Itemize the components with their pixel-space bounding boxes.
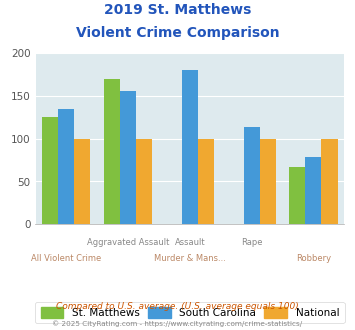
Text: © 2025 CityRating.com - https://www.cityrating.com/crime-statistics/: © 2025 CityRating.com - https://www.city… (53, 320, 302, 327)
Bar (75, 139, 91, 224)
Text: Compared to U.S. average. (U.S. average equals 100): Compared to U.S. average. (U.S. average … (56, 302, 299, 311)
Bar (182, 70, 198, 224)
Bar (289, 167, 305, 224)
Bar (42, 117, 58, 224)
Text: Assault: Assault (175, 238, 205, 247)
Text: Robbery: Robbery (296, 254, 331, 263)
Bar (120, 90, 136, 224)
Text: Aggravated Assault: Aggravated Assault (87, 238, 169, 247)
Bar (260, 139, 276, 224)
Bar (104, 79, 120, 224)
Bar (136, 139, 152, 224)
Bar (322, 139, 338, 224)
Text: Violent Crime Comparison: Violent Crime Comparison (76, 26, 279, 40)
Text: All Violent Crime: All Violent Crime (31, 254, 102, 263)
Text: Murder & Mans...: Murder & Mans... (154, 254, 226, 263)
Bar (305, 157, 322, 224)
Bar (244, 127, 260, 224)
Text: Rape: Rape (241, 238, 262, 247)
Text: 2019 St. Matthews: 2019 St. Matthews (104, 3, 251, 17)
Bar (198, 139, 214, 224)
Bar (58, 109, 75, 224)
Legend: St. Matthews, South Carolina, National: St. Matthews, South Carolina, National (35, 302, 345, 323)
